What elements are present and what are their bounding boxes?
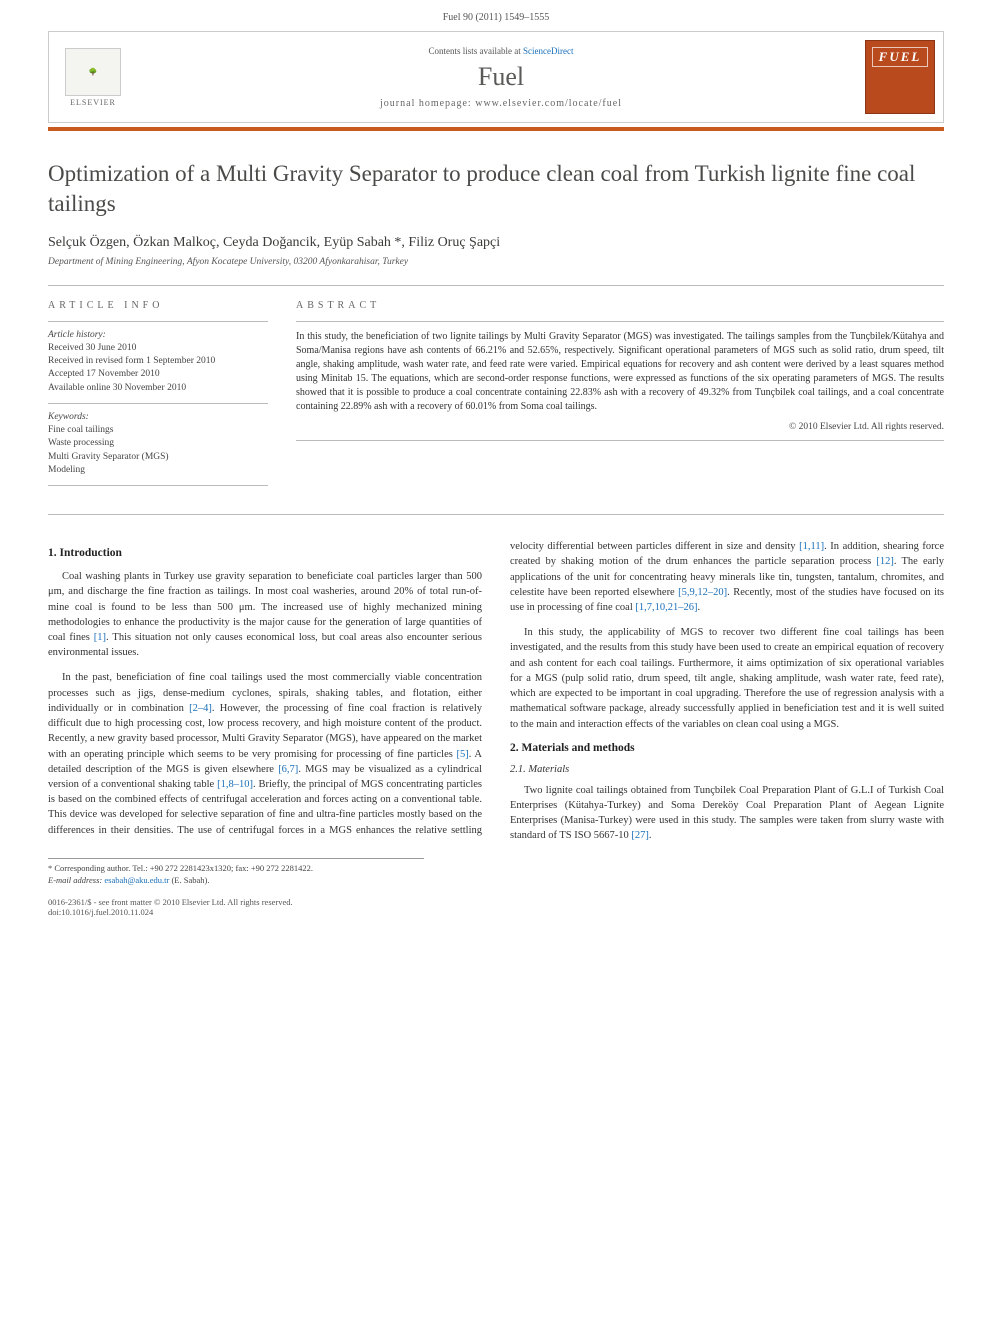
info-hr-1 [48, 321, 268, 322]
elsevier-tree-icon: 🌳 [65, 48, 121, 96]
keywords-label: Keywords: [48, 412, 268, 422]
abstract-copyright: © 2010 Elsevier Ltd. All rights reserved… [296, 422, 944, 432]
homepage-url[interactable]: www.elsevier.com/locate/fuel [475, 98, 622, 109]
abstract-hr-1 [296, 321, 944, 322]
ref-link[interactable]: [5] [456, 749, 468, 760]
ref-link[interactable]: [2–4] [189, 703, 212, 714]
ref-link[interactable]: [12] [876, 556, 894, 567]
corr-email-link[interactable]: esabah@aku.edu.tr [104, 875, 169, 885]
footer-left: 0016-2361/$ - see front matter © 2010 El… [48, 897, 293, 917]
corr-email-tail: (E. Sabah). [169, 875, 209, 885]
corresponding-author-note: * Corresponding author. Tel.: +90 272 22… [48, 858, 424, 887]
banner-center: Contents lists available at ScienceDirec… [137, 32, 865, 122]
article-history-label: Article history: [48, 330, 268, 340]
sciencedirect-link[interactable]: ScienceDirect [523, 46, 573, 56]
history-received: Received 30 June 2010 [48, 342, 268, 355]
page-citation: Fuel 90 (2011) 1549–1555 [0, 0, 992, 31]
ref-link[interactable]: [1,8–10] [217, 779, 253, 790]
body-text: . This situation not only causes economi… [48, 632, 482, 658]
abstract-text: In this study, the beneficiation of two … [296, 330, 944, 414]
journal-name: Fuel [137, 62, 865, 92]
keyword-item: Fine coal tailings [48, 424, 268, 437]
body-text: . [649, 830, 652, 841]
section-2-1-heading: 2.1. Materials [510, 764, 944, 775]
body-text: Two lignite coal tailings obtained from … [510, 785, 944, 842]
history-revised: Received in revised form 1 September 201… [48, 355, 268, 368]
abstract-label: ABSTRACT [296, 300, 944, 311]
body-paragraph: Coal washing plants in Turkey use gravit… [48, 569, 482, 660]
info-hr-3 [48, 485, 268, 486]
hr-mid [48, 514, 944, 515]
page-footer: 0016-2361/$ - see front matter © 2010 El… [48, 897, 944, 917]
body-paragraph: Two lignite coal tailings obtained from … [510, 783, 944, 844]
authors-line: Selçuk Özgen, Özkan Malkoç, Ceyda Doğanc… [48, 235, 944, 251]
journal-homepage: journal homepage: www.elsevier.com/locat… [137, 98, 865, 109]
corr-email-line: E-mail address: esabah@aku.edu.tr (E. Sa… [48, 875, 424, 887]
ref-link[interactable]: [5,9,12–20] [678, 587, 727, 598]
keyword-item: Modeling [48, 464, 268, 477]
abstract-column: ABSTRACT In this study, the beneficiatio… [296, 300, 944, 494]
ref-link[interactable]: [1,7,10,21–26] [635, 602, 697, 613]
ref-link[interactable]: [6,7] [278, 764, 298, 775]
abstract-hr-2 [296, 440, 944, 441]
section-2-heading: 2. Materials and methods [510, 742, 944, 754]
section-1-heading: 1. Introduction [48, 547, 482, 559]
publisher-name: ELSEVIER [70, 98, 116, 107]
history-accepted: Accepted 17 November 2010 [48, 368, 268, 381]
ref-link[interactable]: [1] [94, 632, 106, 643]
hr-top [48, 285, 944, 286]
ref-link[interactable]: [1,11] [799, 541, 824, 552]
keyword-item: Waste processing [48, 437, 268, 450]
body-two-column: 1. Introduction Coal washing plants in T… [48, 539, 944, 846]
info-abstract-row: ARTICLE INFO Article history: Received 3… [48, 300, 944, 494]
homepage-prefix: journal homepage: [380, 98, 475, 109]
corr-line-1: * Corresponding author. Tel.: +90 272 22… [48, 863, 424, 875]
journal-banner: 🌳 ELSEVIER Contents lists available at S… [48, 31, 944, 123]
body-paragraph: In this study, the applicability of MGS … [510, 625, 944, 732]
article-title: Optimization of a Multi Gravity Separato… [48, 159, 944, 219]
contents-prefix: Contents lists available at [429, 46, 523, 56]
orange-divider-bar [48, 127, 944, 131]
cover-title: FUEL [872, 47, 929, 67]
publisher-logo[interactable]: 🌳 ELSEVIER [49, 32, 137, 122]
contents-available-line: Contents lists available at ScienceDirec… [137, 46, 865, 56]
info-hr-2 [48, 403, 268, 404]
body-text: . [698, 602, 701, 613]
article-info-label: ARTICLE INFO [48, 300, 268, 311]
keyword-item: Multi Gravity Separator (MGS) [48, 451, 268, 464]
footer-copyright: 0016-2361/$ - see front matter © 2010 El… [48, 897, 293, 907]
journal-cover-thumbnail[interactable]: FUEL [865, 40, 935, 114]
history-online: Available online 30 November 2010 [48, 382, 268, 395]
corr-email-label: E-mail address: [48, 875, 104, 885]
ref-link[interactable]: [27] [631, 830, 649, 841]
affiliation: Department of Mining Engineering, Afyon … [48, 257, 944, 267]
footer-doi: doi:10.1016/j.fuel.2010.11.024 [48, 907, 293, 917]
article-info-column: ARTICLE INFO Article history: Received 3… [48, 300, 268, 494]
